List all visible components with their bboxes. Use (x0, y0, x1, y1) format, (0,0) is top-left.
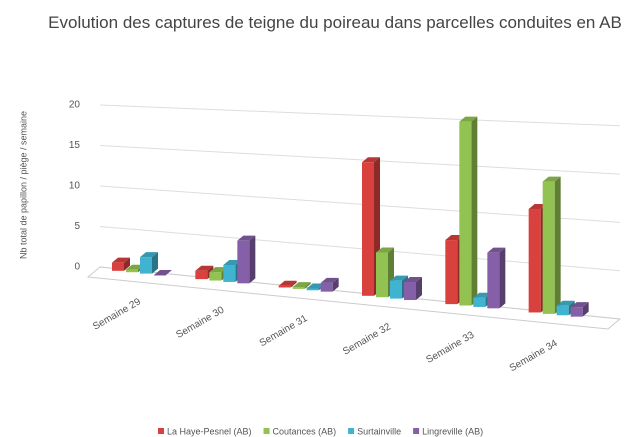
bar-front (237, 240, 250, 284)
bar-side (332, 277, 339, 292)
bar (404, 276, 422, 300)
bar-top (528, 204, 547, 210)
bar-front (306, 288, 319, 291)
bar (570, 302, 589, 317)
bar-top (140, 252, 158, 258)
bar-top (390, 275, 408, 281)
bar-side (290, 280, 297, 288)
bar-top (445, 235, 464, 241)
bar (237, 235, 256, 284)
x-tick-label: Semaine 31 (258, 313, 310, 349)
bar-top (126, 264, 144, 270)
y-tick-label: 20 (69, 100, 81, 111)
legend-swatch (413, 428, 420, 434)
bar-front (542, 181, 555, 314)
y-tick-label: 5 (74, 221, 80, 232)
x-tick-label: Semaine 30 (174, 304, 226, 340)
x-tick-label: Semaine 32 (341, 321, 393, 357)
x-tick-label: Semaine 29 (91, 296, 143, 332)
bar-top (570, 302, 589, 308)
bar (112, 257, 130, 271)
bar-side (124, 257, 130, 271)
bar-top (362, 157, 380, 163)
bar-top (487, 247, 506, 253)
bar-top (556, 300, 575, 306)
bar (292, 282, 311, 289)
y-tick-label: 15 (69, 140, 81, 151)
bar-side (249, 235, 256, 284)
bar-side (416, 276, 422, 300)
x-tick-label: Semaine 34 (508, 338, 560, 374)
bar-top (404, 276, 422, 282)
chart-title: Evolution des captures de teigne du poir… (48, 13, 622, 32)
bar-side (582, 302, 589, 317)
bar-side (499, 247, 506, 309)
bar-top (542, 176, 561, 182)
bar-top (459, 116, 478, 122)
bar-top (112, 257, 130, 263)
bar (278, 280, 297, 288)
bar-front (209, 272, 222, 281)
bar-front (570, 307, 583, 317)
grid-line (99, 145, 621, 175)
bar-front (556, 305, 569, 316)
bar (140, 252, 158, 274)
grid-line (99, 104, 621, 127)
x-tick-label: Semaine 33 (424, 329, 476, 365)
bar-front (528, 209, 541, 313)
legend-swatch (348, 428, 355, 434)
legend-swatch (263, 428, 270, 434)
bar-front (459, 121, 472, 306)
bar (459, 116, 478, 306)
y-axis-title: Nb total de papillon / piège / semaine (18, 111, 28, 259)
bar (320, 277, 339, 292)
bar-front (292, 287, 305, 289)
bar (376, 247, 394, 298)
legend-swatch (158, 428, 164, 434)
bar-top (223, 259, 242, 265)
bar-front (140, 257, 152, 274)
bar-top (292, 282, 311, 288)
bar-top (473, 292, 492, 298)
bar-front (154, 275, 166, 276)
bar-side (152, 252, 158, 274)
bar-side (304, 282, 311, 289)
bar-top (209, 267, 228, 273)
legend-label: La Haye-Pesnel (AB) (167, 426, 252, 436)
bar-front (278, 285, 291, 288)
bar-top (306, 283, 325, 289)
bar-top (154, 270, 172, 275)
bar-front (473, 297, 486, 307)
bar-side (471, 116, 478, 306)
bar-top (320, 277, 339, 283)
bar-front (126, 269, 138, 273)
bar-front (223, 264, 236, 282)
y-tick-label: 10 (69, 181, 81, 192)
bar-top (195, 265, 214, 271)
bar-front (376, 252, 388, 298)
bar-front (362, 162, 374, 296)
y-tick-label: 0 (74, 262, 80, 273)
bar-front (404, 281, 416, 300)
bar-front (320, 282, 333, 292)
legend-label: Coutances (AB) (273, 426, 337, 436)
bar-front (112, 262, 124, 271)
bar-side (554, 176, 561, 314)
bar-top (278, 280, 297, 286)
bar (487, 247, 506, 309)
bar-top (237, 235, 256, 241)
bar (542, 176, 561, 314)
bar-front (487, 252, 500, 309)
legend-label: Lingreville (AB) (422, 426, 483, 436)
legend-label: Surtainville (357, 426, 401, 436)
bar-front (195, 270, 208, 280)
bar-front (445, 240, 458, 305)
bar-top (376, 247, 394, 253)
bar (154, 270, 172, 276)
bar-front (390, 280, 402, 299)
